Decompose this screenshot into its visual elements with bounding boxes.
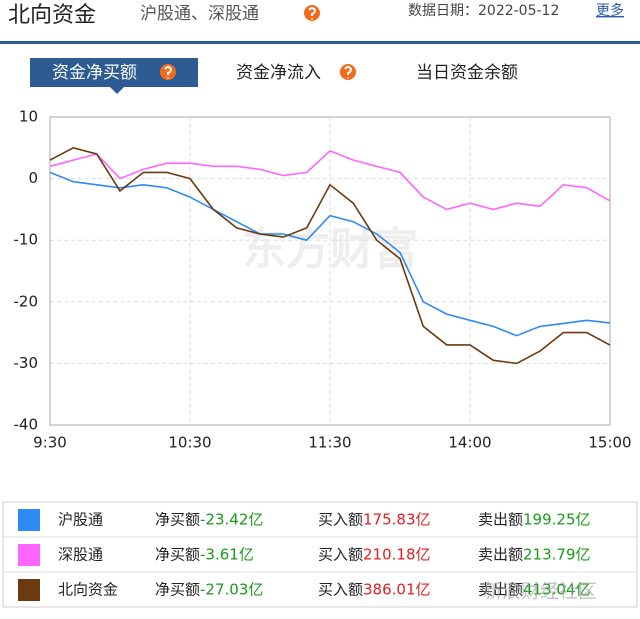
x-tick-label: 15:00	[588, 434, 631, 452]
legend-label: 北向资金	[58, 581, 118, 599]
y-tick-label: -40	[14, 416, 39, 434]
cell-label: 净买额	[155, 511, 200, 529]
tab[interactable]: 当日资金余额	[416, 63, 518, 83]
legend-swatch	[18, 579, 40, 601]
help-icon[interactable]	[340, 64, 356, 80]
cell-value: -23.42亿	[200, 511, 263, 529]
series-line	[49, 146, 611, 365]
tab-pointer	[110, 87, 124, 94]
cell-value: 210.18亿	[363, 546, 431, 564]
cell-value: 213.79亿	[523, 546, 591, 564]
plot-border	[49, 116, 611, 426]
help-icon[interactable]	[160, 64, 176, 80]
x-tick-label: 9:30	[33, 434, 67, 452]
data-date: 数据日期：2022-05-12	[408, 3, 559, 19]
help-icon[interactable]	[304, 5, 320, 21]
cell-value: -3.61亿	[200, 546, 254, 564]
cell-label: 净买额	[155, 581, 200, 599]
cell-label: 卖出额	[478, 511, 523, 529]
cell-label: 卖出额	[478, 581, 523, 599]
header-rule	[0, 41, 640, 44]
cell-value: -27.03亿	[200, 581, 263, 599]
cell-value: 413.04亿	[523, 581, 591, 599]
cell-label: 卖出额	[478, 546, 523, 564]
y-tick-label: -30	[14, 354, 39, 372]
cell-value: 199.25亿	[523, 511, 591, 529]
cell-label: 净买额	[155, 546, 200, 564]
table-border	[2, 501, 638, 608]
x-tick-label: 11:30	[308, 434, 351, 452]
y-tick-label: 10	[19, 108, 38, 126]
x-tick-label: 14:00	[448, 434, 491, 452]
y-tick-label: 0	[28, 169, 38, 187]
subtitle: 沪股通、深股通	[140, 4, 259, 24]
legend-label: 深股通	[58, 546, 103, 564]
y-tick-label: -20	[14, 292, 39, 310]
tab[interactable]: 资金净买额	[52, 63, 137, 83]
legend-swatch	[18, 509, 40, 531]
cell-label: 买入额	[318, 581, 363, 599]
cell-value: 386.01亿	[363, 581, 431, 599]
page-title: 北向资金	[8, 3, 96, 28]
tab[interactable]: 资金净流入	[236, 63, 321, 83]
legend-swatch	[18, 544, 40, 566]
legend-label: 沪股通	[58, 511, 103, 529]
x-tick-label: 10:30	[168, 434, 211, 452]
series-line	[49, 149, 611, 211]
y-tick-label: -10	[14, 231, 39, 249]
watermark: 新浪财经社区	[483, 581, 597, 603]
more-link[interactable]: 更多	[596, 2, 624, 19]
cell-value: 175.83亿	[363, 511, 431, 529]
series-line	[49, 171, 611, 337]
cell-label: 买入额	[318, 546, 363, 564]
cell-label: 买入额	[318, 511, 363, 529]
